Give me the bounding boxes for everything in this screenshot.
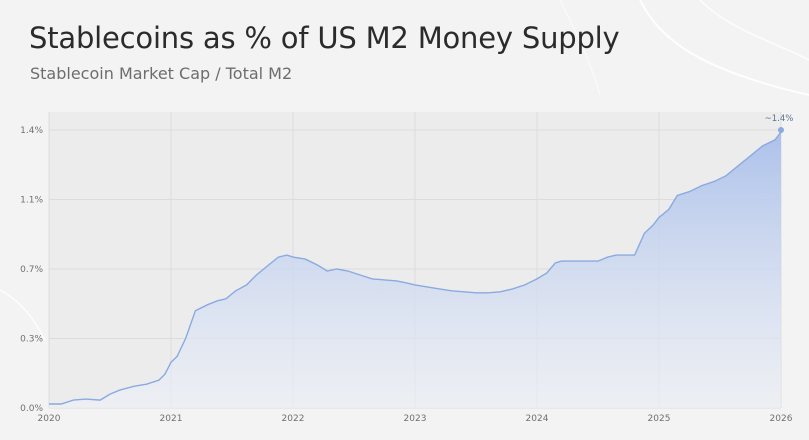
- y-axis-ticks: 0.0% 0.3% 0.7% 1.1% 1.4%: [20, 126, 43, 414]
- chart-title: Stablecoins as % of US M2 Money Supply: [29, 21, 620, 55]
- series-line: [49, 131, 782, 405]
- x-tick-label: 2024: [526, 414, 549, 424]
- x-tick-label: 2025: [648, 414, 671, 424]
- series-area: [49, 132, 781, 408]
- endpoint-marker: [778, 127, 784, 133]
- x-tick-label: 2026: [770, 414, 793, 424]
- x-axis-ticks: 2020 2021 2022 2023 2024 2025 2026: [38, 414, 793, 424]
- annotation-group: ~1.4%: [765, 114, 794, 133]
- endpoint-annotation: ~1.4%: [765, 114, 794, 124]
- y-tick-label: 1.4%: [20, 126, 43, 136]
- x-tick-label: 2023: [404, 414, 427, 424]
- x-tick-label: 2020: [38, 414, 61, 424]
- x-tick-label: 2021: [160, 414, 183, 424]
- y-tick-label: 0.3%: [20, 335, 43, 345]
- chart-subtitle: Stablecoin Market Cap / Total M2: [30, 64, 293, 83]
- x-tick-label: 2022: [282, 414, 305, 424]
- y-tick-label: 0.0%: [20, 404, 43, 414]
- y-tick-label: 0.7%: [20, 265, 43, 275]
- y-tick-label: 1.1%: [20, 196, 43, 206]
